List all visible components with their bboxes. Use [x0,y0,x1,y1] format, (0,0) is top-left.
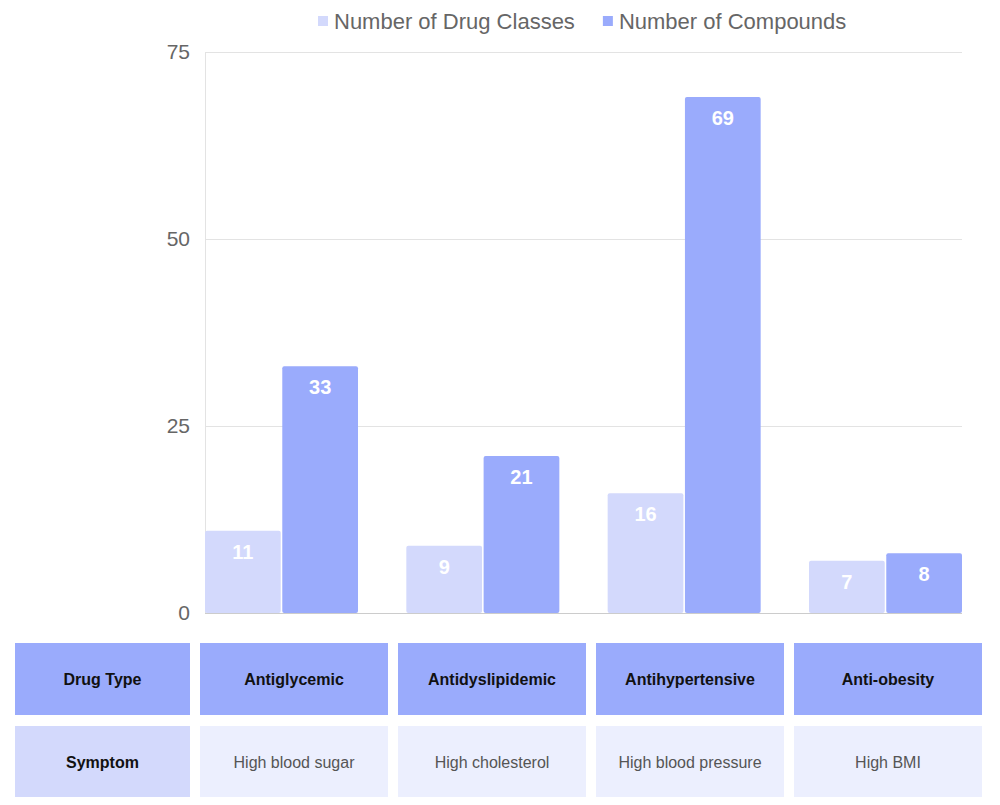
y-tick-label: 0 [178,601,190,624]
data-labels: 11 9 16 7 33 21 69 8 [232,107,929,593]
bars [205,97,962,613]
category-label-cell [200,643,388,715]
bar [484,456,560,613]
category-label: Anti-obesity [842,671,935,688]
symptom-label-cell [15,726,190,797]
legend-swatch [603,16,613,26]
symptom-cell [398,726,586,797]
bar [809,561,885,613]
data-label: 11 [232,541,253,563]
legend-item: Number of Drug Classes [318,9,575,34]
y-axis: 0 25 50 75 [167,40,962,624]
y-tick-label: 25 [167,414,190,437]
bar [685,97,761,613]
category-label: Antihypertensive [625,671,755,688]
category-label-cell [596,643,784,715]
bar [608,493,684,613]
data-label: 9 [439,556,450,578]
bar [205,531,281,613]
y-tick: 50 [167,227,962,250]
legend: Number of Drug Classes Number of Compound… [318,9,846,34]
category-label-cell [398,643,586,715]
grid-line [205,239,962,240]
symptom: High blood sugar [234,754,356,771]
data-label: 8 [919,563,930,585]
chart-svg: 0 25 50 75 11 9 16 7 33 21 69 8 Number of Drug Class… [0,0,1000,805]
y-tick-label: 50 [167,227,190,250]
x-label: Drug Type [64,671,142,688]
chart-container: 0 25 50 75 11 9 16 7 33 21 69 8 Number of Drug Class… [0,0,1000,805]
bar [406,546,482,613]
symptom-cell [200,726,388,797]
y-axis-line [205,53,206,614]
bar [886,553,962,613]
data-label: 16 [634,503,656,525]
category-label-cell [794,643,982,715]
category-label: Antiglycemic [244,671,344,688]
y-tick: 75 [167,40,962,63]
legend-swatch [318,16,328,26]
bar-series [282,97,962,613]
symptom: High cholesterol [435,754,550,771]
legend-label: Number of Drug Classes [334,9,575,34]
grid-line [205,613,962,614]
category-label: Antidyslipidemic [428,671,556,688]
symptom-label: Symptom [66,754,139,771]
y-tick-label: 75 [167,40,190,63]
symptom-cell [596,726,784,797]
data-label: 21 [510,466,532,488]
legend-label: Number of Compounds [619,9,846,34]
x-label-cell [15,643,190,715]
data-label: 33 [309,376,331,398]
symptom: High blood pressure [618,754,761,771]
bar [282,366,358,613]
legend-item: Number of Compounds [603,9,846,34]
data-label: 7 [841,571,852,593]
grid-line [205,52,962,53]
symptom-cell [794,726,982,797]
category-table: Drug Type Symptom Antiglycemic Antidyslipid… [15,643,982,797]
symptom: High BMI [855,754,921,771]
data-label: 69 [712,107,734,129]
